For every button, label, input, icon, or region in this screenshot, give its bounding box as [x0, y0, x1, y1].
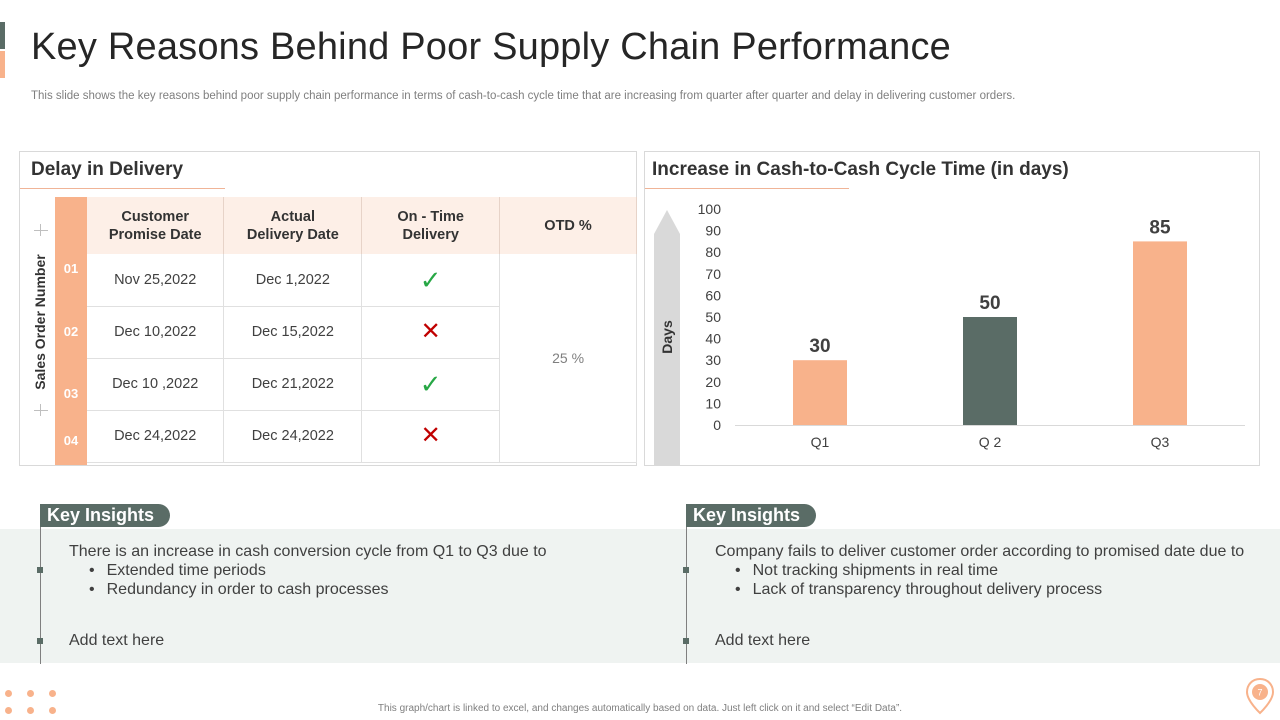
insight-marker	[683, 638, 689, 644]
y-tick-label: 20	[705, 374, 721, 390]
insight-bullets: Not tracking shipments in real time Lack…	[735, 561, 1244, 599]
row-number-4: 04	[63, 433, 79, 448]
insight-text: There is an increase in cash conversion …	[69, 542, 547, 599]
table-row: Nov 25,2022 Dec 1,2022 ✓ 25 %	[87, 254, 637, 463]
dot	[27, 690, 34, 697]
dot	[49, 707, 56, 714]
insight-divider	[686, 527, 687, 664]
insight-marker	[37, 638, 43, 644]
list-item: Lack of transparency throughout delivery…	[735, 580, 1244, 599]
bar-chart: 0 10 20 30 40 50 60 70 80 90 100 30 Q1 50 Q 2 85 Q3	[698, 201, 1245, 450]
data-label: 50	[979, 293, 1000, 314]
key-insights-tag: Key Insights	[40, 504, 171, 527]
header-customer-promise-date: Customer Promise Date	[87, 197, 225, 254]
y-tick-label: 100	[698, 201, 722, 217]
delay-panel-title: Delay in Delivery	[31, 159, 184, 180]
otd-percent-cell: 25 %	[499, 254, 637, 463]
list-item: Redundancy in order to cash processes	[89, 580, 547, 599]
check-icon: ✓	[419, 264, 442, 295]
dot	[27, 707, 34, 714]
on-time-cell: ✕	[361, 410, 501, 463]
header-actual-delivery-date: Actual Delivery Date	[223, 197, 363, 254]
row-number-strip: 01 02 03 04	[55, 197, 87, 465]
data-label: 85	[1149, 217, 1171, 238]
y-tick-label: 50	[705, 309, 721, 325]
insight-marker	[683, 567, 689, 573]
on-time-cell: ✕	[361, 306, 501, 359]
on-time-cell: ✓	[361, 254, 501, 307]
title-accent-bar-top	[0, 22, 5, 49]
axis-line-top	[40, 224, 41, 236]
axis-tick-bottom	[34, 410, 48, 411]
actual-date-cell: Dec 24,2022	[223, 410, 363, 463]
actual-date-cell: Dec 15,2022	[223, 306, 363, 359]
insight-divider	[40, 527, 41, 664]
page-title: Key Reasons Behind Poor Supply Chain Per…	[31, 26, 952, 68]
days-axis-arrow	[654, 210, 680, 466]
promise-date-cell: Dec 24,2022	[87, 410, 225, 463]
key-insights-tag: Key Insights	[686, 504, 817, 527]
chart-panel-underline	[645, 188, 849, 189]
insight-bullets: Extended time periods Redundancy in orde…	[89, 561, 547, 599]
on-time-cell: ✓	[361, 358, 501, 411]
header-otd-percent: OTD %	[499, 197, 637, 254]
table-row: Dec 10,2022 Dec 15,2022 ✕	[87, 306, 637, 359]
add-text-placeholder[interactable]: Add text here	[715, 632, 811, 649]
promise-date-cell: Nov 25,2022	[87, 254, 225, 307]
actual-date-cell: Dec 1,2022	[223, 254, 363, 307]
y-tick-label: 10	[705, 395, 721, 411]
dot	[49, 690, 56, 697]
promise-date-cell: Dec 10 ,2022	[87, 358, 225, 411]
dot	[5, 690, 12, 697]
sales-order-number-label: Sales Order Number	[32, 254, 48, 390]
cash-cycle-chart-panel: Increase in Cash-to-Cash Cycle Time (in …	[644, 151, 1260, 466]
bar-q2	[963, 317, 1017, 425]
table-row: Dec 24,2022 Dec 24,2022 ✕	[87, 410, 637, 463]
delay-in-delivery-panel: Delay in Delivery Sales Order Number 01 …	[19, 151, 637, 466]
data-label: 30	[809, 336, 830, 357]
bar-q1	[793, 360, 847, 425]
insight-text: Company fails to deliver customer order …	[715, 542, 1244, 599]
chart-panel-title: Increase in Cash-to-Cash Cycle Time (in …	[652, 159, 1069, 180]
row-number-2: 02	[63, 324, 79, 339]
y-tick-label: 60	[705, 287, 721, 303]
promise-date-cell: Dec 10,2022	[87, 306, 225, 359]
x-tick-label: Q1	[811, 434, 830, 450]
bar-q3	[1133, 241, 1187, 425]
dot	[5, 707, 12, 714]
y-tick-label: 40	[705, 331, 721, 347]
cross-icon: ✕	[420, 422, 441, 449]
table-header-row: Customer Promise Date Actual Delivery Date…	[87, 197, 637, 254]
y-tick-label: 70	[705, 266, 721, 282]
delay-table: Customer Promise Date Actual Delivery Date…	[87, 197, 637, 463]
footer-note: This graph/chart is linked to excel, and…	[377, 703, 903, 714]
page-number: 7	[1257, 688, 1262, 698]
cross-icon: ✕	[420, 318, 441, 345]
row-number-3: 03	[63, 386, 79, 401]
actual-date-cell: Dec 21,2022	[223, 358, 363, 411]
insight-lead: Company fails to deliver customer order …	[715, 543, 1245, 560]
delay-panel-underline	[20, 188, 225, 189]
y-tick-label: 0	[713, 417, 721, 433]
page-subtitle: This slide shows the key reasons behind …	[31, 90, 1016, 102]
list-item: Not tracking shipments in real time	[735, 561, 1244, 580]
page-number-pin-icon: 7	[1245, 677, 1275, 715]
y-tick-label: 80	[705, 244, 721, 260]
insight-marker	[37, 567, 43, 573]
x-tick-label: Q 2	[979, 434, 1002, 450]
insight-lead: There is an increase in cash conversion …	[69, 543, 547, 560]
row-number-1: 01	[63, 261, 79, 276]
axis-tick-top	[34, 230, 48, 231]
check-icon: ✓	[419, 369, 442, 399]
y-tick-label: 90	[705, 223, 721, 239]
y-tick-label: 30	[705, 352, 721, 368]
table-row: Dec 10 ,2022 Dec 21,2022 ✓	[87, 358, 637, 411]
title-accent-bar-bottom	[0, 51, 5, 78]
list-item: Extended time periods	[89, 561, 547, 580]
days-axis-label: Days	[659, 320, 675, 354]
header-on-time-delivery: On - Time Delivery	[361, 197, 501, 254]
add-text-placeholder[interactable]: Add text here	[69, 632, 165, 649]
x-tick-label: Q3	[1151, 434, 1170, 450]
